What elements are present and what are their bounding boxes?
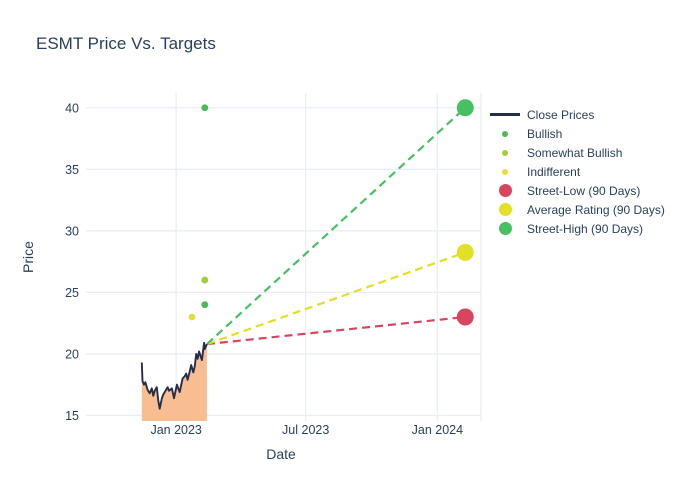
y-tick-label: 40 [65, 101, 79, 115]
plot-area[interactable] [86, 93, 481, 421]
legend-item-somewhat-bullish[interactable]: Somewhat Bullish [487, 143, 665, 162]
projection-line-street-high-90-days [206, 106, 466, 345]
legend-item-street-low-90-days[interactable]: Street-Low (90 Days) [487, 181, 665, 200]
target-dot-street-high-90-days [456, 99, 474, 117]
projection-line-street-low-90-days [206, 315, 466, 346]
rating-dot-indifferent [188, 313, 196, 321]
y-tick-label: 25 [65, 286, 79, 300]
y-tick-label: 20 [65, 347, 79, 361]
legend-item-street-high-90-days[interactable]: Street-High (90 Days) [487, 219, 665, 238]
rating-dot-somewhat-bullish [201, 276, 209, 284]
y-tick-label: 35 [65, 163, 79, 177]
legend-item-close-prices[interactable]: Close Prices [487, 105, 665, 124]
close-price-line [140, 341, 208, 410]
target-dot-street-low-90-days [456, 308, 474, 326]
street-high-90-days-swatch-icon [487, 222, 523, 235]
legend-label: Street-Low (90 Days) [527, 183, 641, 198]
x-axis-title: Date [266, 446, 296, 462]
legend-label: Close Prices [527, 107, 595, 122]
indifferent-swatch-icon [487, 168, 523, 175]
x-tick-label: Jul 2023 [282, 423, 329, 437]
legend-label: Indifferent [527, 164, 581, 179]
y-tick-label: 15 [65, 409, 79, 423]
bullish-swatch-icon [487, 130, 523, 137]
plot-layer: 15 20 25 30 35 40 Jan 2023 Jul 2023 Jan 2024 [65, 93, 482, 437]
legend-item-indifferent[interactable]: Indifferent [487, 162, 665, 181]
rating-dot-bullish [201, 301, 209, 309]
legend-item-bullish[interactable]: Bullish [487, 124, 665, 143]
close-prices-swatch-icon [487, 113, 523, 116]
y-axis-title: Price [20, 241, 36, 273]
legend-label: Average Rating (90 Days) [527, 202, 665, 217]
chart-title: ESMT Price Vs. Targets [36, 34, 216, 53]
target-dot-average-rating-90-days [456, 243, 474, 261]
average-rating-90-days-swatch-icon [487, 203, 523, 216]
rating-dot-bullish [201, 104, 209, 112]
x-tick-label: Jan 2023 [150, 423, 201, 437]
legend: Close Prices Bullish Somewhat Bullish Indif… [487, 105, 665, 238]
x-tick-label: Jan 2024 [412, 423, 463, 437]
street-low-90-days-swatch-icon [487, 184, 523, 197]
legend-label: Bullish [527, 126, 563, 141]
projection-line-average-rating-90-days [206, 251, 466, 346]
legend-label: Street-High (90 Days) [527, 221, 644, 236]
legend-label: Somewhat Bullish [527, 145, 623, 160]
somewhat-bullish-swatch-icon [487, 149, 523, 156]
y-tick-label: 30 [65, 224, 79, 238]
legend-item-average-rating-90-days[interactable]: Average Rating (90 Days) [487, 200, 665, 219]
